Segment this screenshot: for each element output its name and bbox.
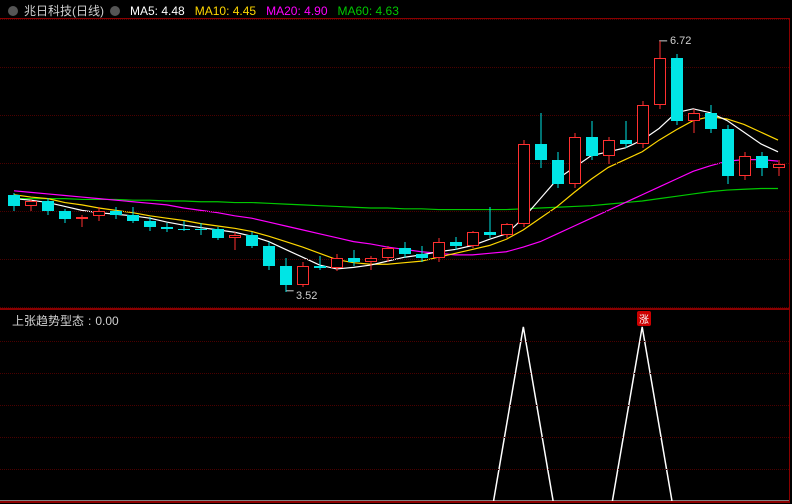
ma60-label: MA60: 4.63 bbox=[338, 4, 399, 18]
indicator-value: 0.00 bbox=[95, 314, 118, 328]
candle bbox=[671, 54, 683, 125]
stock-title: 兆日科技(日线) bbox=[24, 2, 104, 19]
candle bbox=[382, 246, 394, 262]
ma-collapse-icon[interactable] bbox=[110, 6, 120, 16]
candle bbox=[42, 198, 54, 215]
candle bbox=[348, 250, 360, 266]
candle bbox=[127, 207, 139, 223]
candle bbox=[484, 207, 496, 238]
candle bbox=[314, 256, 326, 270]
candle bbox=[705, 105, 717, 132]
candle bbox=[688, 109, 700, 133]
low-price-label: 3.52 bbox=[296, 290, 317, 302]
candle bbox=[450, 237, 462, 250]
candle bbox=[739, 152, 751, 179]
candle bbox=[263, 242, 275, 269]
ma5-label: MA5: 4.48 bbox=[130, 4, 185, 18]
candle bbox=[399, 242, 411, 258]
candle bbox=[144, 217, 156, 231]
candle bbox=[93, 207, 105, 221]
candle bbox=[297, 262, 309, 287]
chart-header: 兆日科技(日线) MA5: 4.48 MA10: 4.45 MA20: 4.90… bbox=[8, 2, 399, 19]
candle bbox=[433, 238, 445, 262]
candle bbox=[76, 215, 88, 227]
candle bbox=[637, 101, 649, 148]
candle bbox=[586, 121, 598, 160]
candle bbox=[25, 199, 37, 211]
candle bbox=[59, 209, 71, 223]
candle bbox=[603, 137, 615, 164]
candle bbox=[756, 152, 768, 176]
candle bbox=[518, 140, 530, 226]
candle bbox=[161, 223, 173, 232]
collapse-icon[interactable] bbox=[8, 6, 18, 16]
candlestick-chart[interactable]: 6.72 3.52 bbox=[0, 18, 790, 308]
candle bbox=[8, 193, 20, 211]
candle bbox=[620, 121, 632, 148]
candle bbox=[110, 207, 122, 219]
candle bbox=[195, 223, 207, 235]
candle bbox=[416, 246, 428, 262]
high-price-label: 6.72 bbox=[670, 35, 691, 47]
candle bbox=[246, 232, 258, 248]
ma10-label: MA10: 4.45 bbox=[195, 4, 256, 18]
candle bbox=[212, 227, 224, 240]
indicator-title: 上张趋势型态 bbox=[12, 312, 84, 329]
candle bbox=[331, 254, 343, 271]
candle bbox=[229, 232, 241, 250]
ma20-label: MA20: 4.90 bbox=[266, 4, 327, 18]
candle bbox=[654, 41, 666, 109]
candle bbox=[722, 125, 734, 184]
candle bbox=[535, 113, 547, 168]
indicator-chart[interactable]: 涨 bbox=[0, 308, 790, 503]
candle bbox=[280, 258, 292, 292]
indicator-separator: : bbox=[88, 314, 91, 328]
candle bbox=[569, 133, 581, 188]
trend-badge: 涨 bbox=[637, 311, 651, 326]
candle bbox=[178, 221, 190, 230]
candle bbox=[467, 231, 479, 248]
candle bbox=[365, 256, 377, 270]
candle bbox=[501, 223, 513, 239]
indicator-header: 上张趋势型态 : 0.00 bbox=[8, 312, 119, 329]
candle bbox=[773, 160, 785, 176]
candle bbox=[552, 152, 564, 187]
